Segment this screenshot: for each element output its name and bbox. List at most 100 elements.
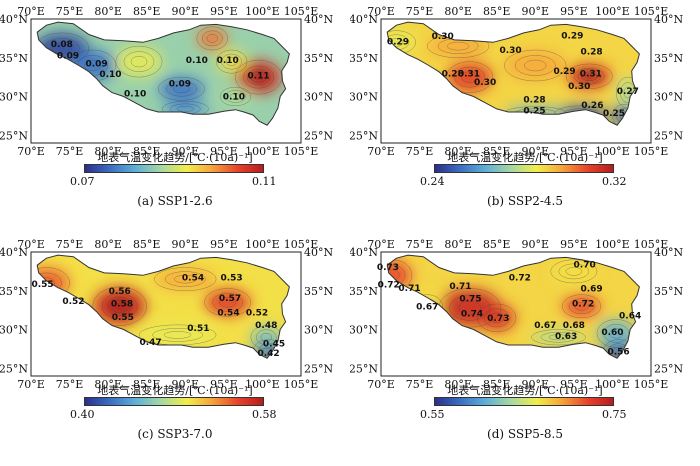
contour-label: 0.55 bbox=[31, 280, 53, 290]
y-tick-label-right: 40°N bbox=[304, 13, 333, 26]
contour-label: 0.53 bbox=[220, 274, 242, 284]
colorbar-min-label: 0.07 bbox=[70, 175, 95, 188]
contour-label: 0.54 bbox=[182, 274, 204, 284]
y-tick-label-right: 40°N bbox=[654, 246, 683, 259]
x-tick-label: 70°E bbox=[367, 238, 395, 251]
x-tick-label: 105°E bbox=[284, 238, 319, 251]
y-tick-label-right: 30°N bbox=[304, 91, 333, 104]
colorbar bbox=[434, 397, 614, 406]
contour-label: 0.45 bbox=[263, 340, 285, 350]
contour-label: 0.68 bbox=[563, 321, 585, 331]
y-tick-label-right: 30°N bbox=[304, 324, 333, 337]
y-tick-label-left: 30°N bbox=[350, 91, 378, 104]
x-tick-label: 85°E bbox=[133, 238, 161, 251]
contour-label: 0.56 bbox=[607, 347, 629, 357]
y-tick-label-left: 40°N bbox=[0, 13, 28, 26]
y-tick-label-left: 25°N bbox=[350, 362, 378, 375]
y-tick-label-left: 25°N bbox=[350, 129, 378, 142]
x-tick-label: 95°E bbox=[560, 145, 588, 158]
contour-label: 0.10 bbox=[223, 93, 245, 103]
x-tick-label: 90°E bbox=[522, 378, 550, 391]
x-tick-label: 90°E bbox=[172, 5, 200, 18]
map-plot: 0.730.720.710.670.710.750.74 0.730.720.70… bbox=[350, 238, 683, 391]
contour-label: 0.08 bbox=[51, 40, 73, 50]
contour-label: 0.10 bbox=[99, 70, 121, 80]
x-tick-label: 80°E bbox=[444, 378, 472, 391]
x-tick-label: 85°E bbox=[483, 378, 511, 391]
colorbar-title: 地表气温变化趋势/[℃·(10a)⁻¹] bbox=[447, 151, 603, 164]
colorbar-title: 地表气温变化趋势/[℃·(10a)⁻¹] bbox=[97, 151, 253, 164]
x-tick-label: 80°E bbox=[444, 145, 472, 158]
contour-label: 0.28 bbox=[442, 69, 464, 79]
x-tick-label: 105°E bbox=[634, 145, 669, 158]
contour-label: 0.42 bbox=[257, 349, 279, 359]
x-tick-label: 75°E bbox=[56, 5, 84, 18]
x-tick-label: 85°E bbox=[483, 5, 511, 18]
x-tick-label: 70°E bbox=[367, 145, 395, 158]
x-tick-label: 80°E bbox=[94, 238, 122, 251]
x-tick-label: 75°E bbox=[406, 145, 434, 158]
x-tick-label: 105°E bbox=[284, 5, 319, 18]
map-panel: 0.73 0.72 0.71 0.67 0.71 0.75 0.74 0.73 0.72 0.70… bbox=[350, 233, 700, 466]
contour-label: 0.09 bbox=[169, 79, 191, 89]
colorbar-max-label: 0.32 bbox=[602, 175, 627, 188]
x-tick-label: 80°E bbox=[94, 378, 122, 391]
contour-label: 0.69 bbox=[580, 285, 602, 295]
contour-label: 0.10 bbox=[124, 90, 146, 100]
contour-label: 0.70 bbox=[574, 261, 596, 271]
contour-label: 0.57 bbox=[219, 294, 241, 304]
contour-label: 0.54 bbox=[217, 309, 239, 319]
x-tick-label: 70°E bbox=[367, 5, 395, 18]
contour-label: 0.75 bbox=[459, 295, 481, 305]
x-tick-label: 95°E bbox=[210, 5, 238, 18]
map-panel: 0.29 0.30 0.30 0.29 0.28 0.28 0.31 0.30 0.29 0.31… bbox=[350, 0, 700, 233]
x-tick-label: 75°E bbox=[56, 238, 84, 251]
contour-label: 0.72 bbox=[509, 274, 531, 284]
contour-label: 0.55 bbox=[112, 313, 134, 323]
y-tick-label-right: 35°N bbox=[304, 52, 333, 65]
x-tick-label: 95°E bbox=[560, 238, 588, 251]
colorbar-max-label: 0.11 bbox=[252, 175, 277, 188]
contour-label: 0.71 bbox=[398, 284, 420, 294]
y-tick-label-left: 40°N bbox=[0, 246, 28, 259]
x-tick-label: 80°E bbox=[444, 238, 472, 251]
x-tick-label: 70°E bbox=[17, 145, 45, 158]
contour-label: 0.28 bbox=[580, 48, 602, 58]
panel-caption: (d) SSP5-8.5 bbox=[487, 427, 563, 441]
y-tick-label-left: 25°N bbox=[0, 129, 28, 142]
contour-label: 0.26 bbox=[581, 101, 603, 111]
contour-label: 0.31 bbox=[458, 69, 480, 79]
contour-label: 0.67 bbox=[534, 321, 556, 331]
contour-label: 0.60 bbox=[601, 328, 623, 338]
contour-label: 0.48 bbox=[255, 321, 277, 331]
contour-label: 0.74 bbox=[461, 309, 483, 319]
y-tick-label-left: 30°N bbox=[0, 91, 28, 104]
colorbar bbox=[434, 164, 614, 173]
x-tick-label: 75°E bbox=[56, 378, 84, 391]
contour-label: 0.58 bbox=[111, 299, 133, 309]
contour-label: 0.27 bbox=[617, 87, 639, 97]
y-tick-label-right: 35°N bbox=[654, 52, 683, 65]
contour-label: 0.10 bbox=[217, 56, 239, 66]
x-tick-label: 95°E bbox=[210, 145, 238, 158]
contour-label: 0.10 bbox=[186, 56, 208, 66]
contour-label: 0.09 bbox=[57, 52, 79, 62]
x-tick-label: 75°E bbox=[406, 238, 434, 251]
contour-label: 0.30 bbox=[474, 78, 496, 88]
x-tick-label: 95°E bbox=[210, 238, 238, 251]
panel-caption: (a) SSP1-2.6 bbox=[137, 194, 213, 208]
x-tick-label: 70°E bbox=[367, 378, 395, 391]
x-tick-label: 100°E bbox=[245, 145, 280, 158]
plateau-boundary bbox=[36, 254, 290, 359]
map-panel: 0.55 0.52 0.56 0.58 0.55 0.54 0.53 0.57 0.54 0.52… bbox=[0, 233, 350, 466]
y-tick-label-right: 25°N bbox=[304, 362, 333, 375]
x-tick-label: 100°E bbox=[245, 238, 280, 251]
x-tick-label: 90°E bbox=[522, 238, 550, 251]
x-tick-label: 70°E bbox=[17, 238, 45, 251]
x-tick-label: 90°E bbox=[172, 145, 200, 158]
contour-label: 0.72 bbox=[572, 299, 594, 309]
map-panel: 0.08 0.09 0.09 0.10 0.09 0.10 0.10 0.11 0.10 0.10… bbox=[0, 0, 350, 233]
x-tick-label: 95°E bbox=[560, 5, 588, 18]
y-tick-label-left: 30°N bbox=[350, 324, 378, 337]
contour-label: 0.11 bbox=[247, 72, 269, 82]
